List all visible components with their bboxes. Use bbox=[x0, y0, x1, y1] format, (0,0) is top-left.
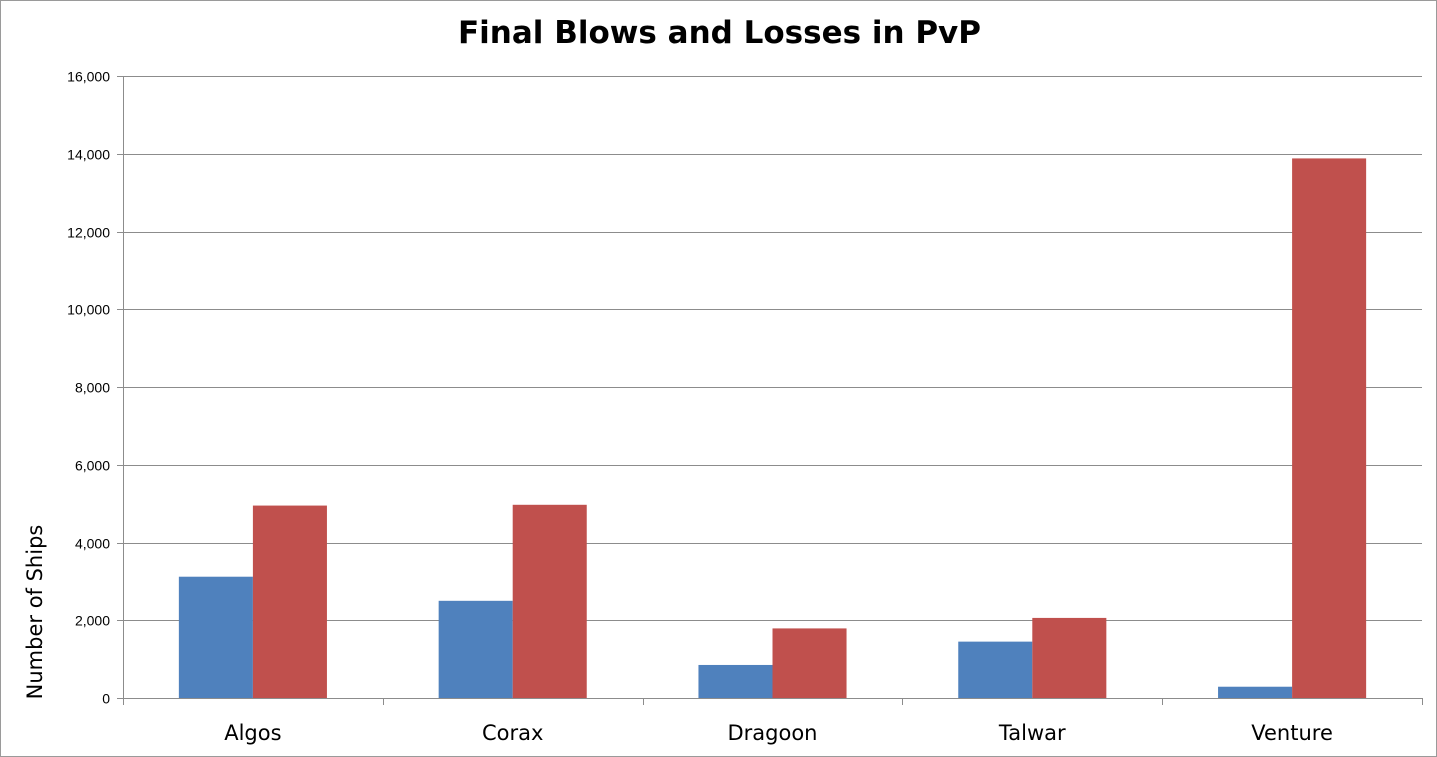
y-tick-label: 10,000 bbox=[67, 302, 110, 318]
y-tick-label: 6,000 bbox=[75, 458, 110, 474]
bars bbox=[178, 158, 1367, 699]
y-tick-label: 4,000 bbox=[75, 536, 110, 552]
x-category-label: Dragoon bbox=[727, 721, 817, 745]
y-tick-label: 12,000 bbox=[67, 225, 110, 241]
bar-talwar-series-1 bbox=[958, 641, 1033, 698]
bar-talwar-series-2 bbox=[1032, 617, 1107, 698]
x-category-label: Corax bbox=[482, 721, 543, 745]
y-axis-title: Number of Ships bbox=[23, 525, 47, 700]
axes bbox=[117, 76, 1423, 705]
y-tick-label: 0 bbox=[102, 691, 110, 707]
x-category-label: Venture bbox=[1251, 721, 1333, 745]
bar-corax-series-2 bbox=[512, 504, 587, 698]
chart-title: Final Blows and Losses in PvP bbox=[458, 15, 981, 51]
bar-venture-series-2 bbox=[1292, 158, 1367, 699]
y-tick-label: 16,000 bbox=[67, 69, 110, 85]
bar-algos-series-2 bbox=[252, 505, 327, 698]
x-category-label: Talwar bbox=[998, 721, 1066, 745]
bar-corax-series-1 bbox=[438, 600, 513, 698]
axis-labels: 0 2,000 4,000 6,000 8,000 10,000 12,000 14,000 1… bbox=[67, 69, 1333, 746]
bar-venture-series-1 bbox=[1218, 686, 1293, 698]
bar-dragoon-series-2 bbox=[772, 628, 847, 698]
gridlines bbox=[123, 76, 1422, 621]
y-tick-label: 2,000 bbox=[75, 613, 110, 629]
x-category-label: Algos bbox=[224, 721, 281, 745]
bar-algos-series-1 bbox=[178, 576, 253, 698]
y-tick-label: 8,000 bbox=[75, 380, 110, 396]
y-tick-label: 14,000 bbox=[67, 147, 110, 163]
bar-dragoon-series-1 bbox=[698, 664, 773, 698]
